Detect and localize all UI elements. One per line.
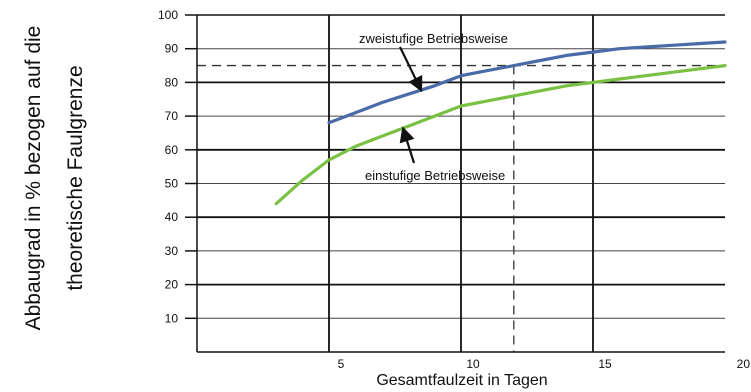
x-tick-label: 20 (737, 357, 751, 371)
y-axis-title-line-1: Abbaugrad in % bezogen auf die (22, 26, 45, 331)
y-tick-label: 100 (158, 8, 178, 22)
y-tick-label: 50 (165, 177, 179, 191)
annotation-einstufige: einstufige Betriebsweise (365, 126, 505, 183)
x-tick-label: 10 (466, 357, 480, 371)
reference-lines (197, 64, 725, 352)
series-lines (274, 40, 727, 206)
y-axis-title-line-2: theoretische Faulgrenze (64, 65, 87, 290)
annotation-label: einstufige Betriebsweise (365, 168, 505, 183)
y-tick-label: 90 (165, 42, 179, 56)
annotation-arrow (399, 46, 423, 93)
y-tick-label: 10 (165, 311, 179, 325)
x-tick-label: 15 (598, 357, 612, 371)
annotation-label: zweistufige Betriebsweise (359, 31, 508, 46)
y-tick-label: 40 (165, 210, 179, 224)
y-tick-label: 80 (165, 75, 179, 89)
series-line-zweistufig (327, 40, 727, 125)
annotation-arrow (399, 126, 416, 164)
tick-labels: 10 20 30 40 50 60 70 80 90 100 5 10 15 20 (158, 8, 750, 371)
x-axis-title: Gesamtfaulzeit in Tagen (376, 372, 547, 389)
y-tick-label: 30 (165, 244, 179, 258)
series-line-einstufig (274, 63, 727, 206)
annotation-zweistufige: zweistufige Betriebsweise (359, 31, 508, 93)
grid (197, 15, 725, 352)
y-tick-label: 20 (165, 278, 179, 292)
x-tick-label: 5 (338, 357, 345, 371)
y-tick-label: 70 (165, 109, 179, 123)
y-tick-label: 60 (165, 143, 179, 157)
